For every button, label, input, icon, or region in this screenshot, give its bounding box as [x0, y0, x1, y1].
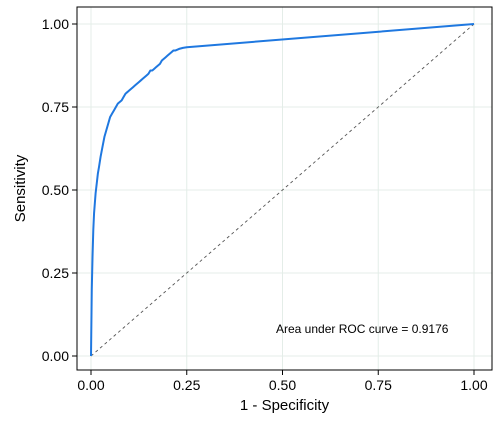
y-tick-label: 0.75 [42, 99, 69, 115]
y-tick-label: 1.00 [42, 16, 69, 32]
auc-annotation: Area under ROC curve = 0.9176 [276, 322, 449, 336]
x-tick-label: 0.50 [269, 377, 296, 393]
y-tick-label: 0.00 [42, 348, 69, 364]
x-axis-title: 1 - Specificity [240, 397, 330, 414]
y-tick-label: 0.50 [42, 182, 69, 198]
x-tick-label: 0.25 [173, 377, 200, 393]
grid [77, 7, 492, 370]
roc-curve-line [90, 23, 475, 357]
x-tick-label: 0.00 [77, 377, 104, 393]
axis-ticks: 0.00 0.25 0.50 0.75 1.00 0.00 0.25 0.50 0.75 1.00 [42, 16, 488, 393]
x-tick-label: 0.75 [365, 377, 392, 393]
x-tick-label: 1.00 [460, 377, 487, 393]
plot-frame [76, 6, 493, 371]
y-tick-label: 0.25 [42, 265, 69, 281]
y-axis-title: Sensitivity [12, 154, 29, 222]
reference-diagonal [90, 23, 475, 357]
